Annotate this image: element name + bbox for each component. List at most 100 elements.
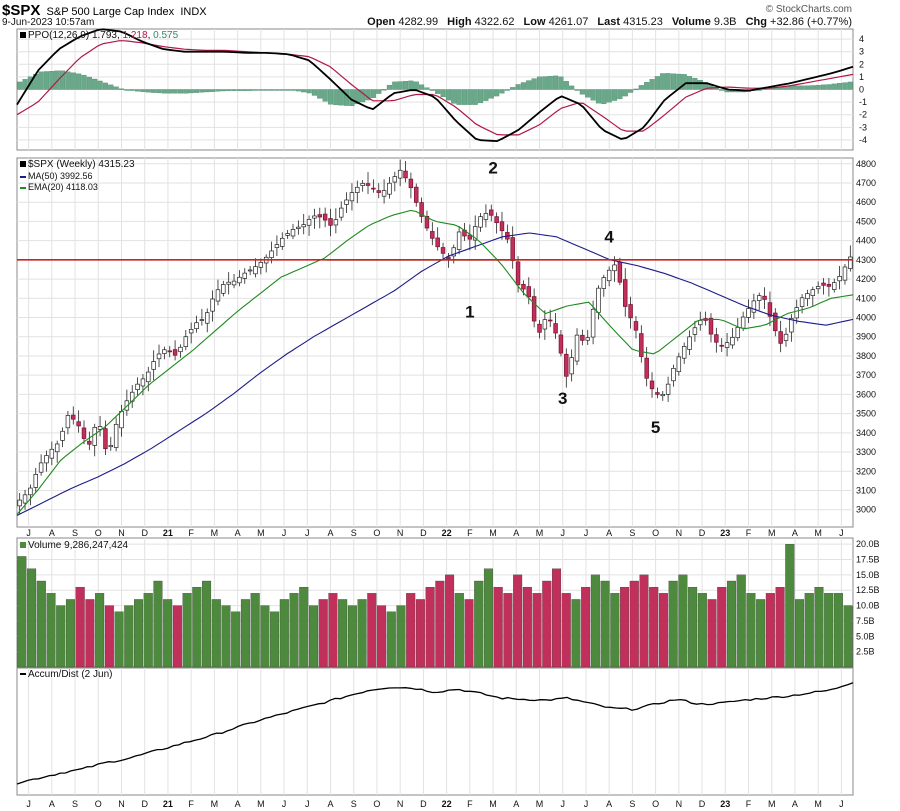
ppo-histogram-bar xyxy=(515,84,521,90)
candle-up xyxy=(135,383,140,390)
x-tick-label: J xyxy=(305,528,310,538)
x-tick-label: O xyxy=(373,528,380,538)
x-tick-label: A xyxy=(49,528,55,538)
candle-up xyxy=(392,176,398,183)
ppo-histogram-bar xyxy=(424,87,430,90)
candle-up xyxy=(569,357,574,375)
ppo-histogram-bar xyxy=(386,84,393,90)
ppo-histogram-bar xyxy=(322,89,328,102)
x-tick-label: D xyxy=(141,528,148,538)
ppo-histogram-bar xyxy=(697,80,703,90)
candle-up xyxy=(676,356,682,372)
price-tick-label: 4700 xyxy=(856,178,876,188)
x-tick-label: A xyxy=(792,799,798,809)
ppo-histogram-bar xyxy=(413,81,419,90)
ppo-histogram-bar xyxy=(252,89,259,91)
x-tick-label: A xyxy=(235,799,241,809)
candle-up xyxy=(156,353,162,360)
volume-bar xyxy=(435,580,445,668)
ppo-histogram-bar xyxy=(638,85,644,90)
candle-up xyxy=(28,487,33,496)
ema20-line xyxy=(16,209,854,515)
ppo-histogram-bar xyxy=(204,89,210,93)
candle-up xyxy=(183,336,189,347)
candle-up xyxy=(740,316,746,329)
candle-down xyxy=(714,334,719,343)
volume-bar xyxy=(202,580,212,668)
ppo-histogram-bar xyxy=(633,88,639,91)
volume-bar xyxy=(85,599,95,668)
candle-up xyxy=(472,226,478,241)
x-tick-label: A xyxy=(235,528,241,538)
candle-down xyxy=(644,357,649,379)
ppo-histogram-bar xyxy=(92,78,98,90)
ppo-histogram-bar xyxy=(124,89,130,91)
ppo-histogram-bar xyxy=(601,89,607,104)
ppo-histogram-bar xyxy=(622,89,628,97)
x-tick-label: J xyxy=(560,528,565,538)
candle-up xyxy=(606,269,612,282)
candle-up xyxy=(574,334,580,362)
candle-up xyxy=(65,415,71,429)
ppo-histogram-bar xyxy=(826,84,832,90)
x-tick-label: J xyxy=(26,528,31,538)
x-tick-label: N xyxy=(118,528,125,538)
ppo-histogram-bar xyxy=(17,81,23,90)
x-tick-label: M xyxy=(257,528,265,538)
candle-down xyxy=(494,216,499,224)
candle-down xyxy=(408,178,414,189)
volume-bar xyxy=(532,593,542,668)
candle-up xyxy=(381,190,387,197)
volume-bar xyxy=(231,611,241,668)
ppo-histogram-bar xyxy=(585,89,591,98)
ppo-histogram-bar xyxy=(236,89,242,91)
candle-down xyxy=(558,334,564,354)
candle-up xyxy=(360,183,365,186)
candle-up xyxy=(837,276,842,282)
candle-up xyxy=(210,298,215,312)
ppo-histogram-bar xyxy=(467,89,473,105)
candle-down xyxy=(767,302,773,317)
ppo-histogram-bar xyxy=(65,71,71,90)
x-tick-label: M xyxy=(814,528,822,538)
ppo-histogram-bar xyxy=(156,89,162,94)
ppo-histogram-bar xyxy=(215,89,221,92)
candle-down xyxy=(435,237,440,248)
volume-bar xyxy=(357,599,367,668)
candle-down xyxy=(328,218,333,226)
candle-down xyxy=(826,283,832,287)
volume-bar xyxy=(581,586,591,668)
ppo-histogram-bar xyxy=(456,89,462,105)
x-tick-label: N xyxy=(397,528,404,538)
volume-bar xyxy=(289,593,299,668)
ppo-histogram-bar xyxy=(440,89,446,98)
x-tick-label: M xyxy=(211,799,219,809)
volume-bar xyxy=(503,593,513,668)
volume-bar xyxy=(775,586,785,668)
ppo-histogram-bar xyxy=(381,89,387,91)
ppo-legend: PPO(12,26,9) 1.793, 1.218, 0.575 xyxy=(20,30,178,41)
ppo-tick-label: 0 xyxy=(859,85,864,95)
volume-bar xyxy=(192,586,202,668)
volume-bar xyxy=(658,593,668,668)
candle-down xyxy=(371,187,376,190)
volume-bar xyxy=(474,580,484,668)
ppo-histogram-bar xyxy=(429,89,435,91)
x-tick-label: O xyxy=(373,799,380,809)
candle-down xyxy=(322,213,328,221)
x-tick-label: J xyxy=(839,799,844,809)
open-value: 4282.99 xyxy=(398,16,439,28)
price-tick-label: 3800 xyxy=(856,351,876,361)
candle-up xyxy=(301,224,306,228)
ppo-histogram-bar xyxy=(499,89,505,94)
ppo-histogram-bar xyxy=(810,85,816,90)
ohlc-readout: Open 4282.99 High 4322.62 Low 4261.07 La… xyxy=(367,16,852,28)
symbol-name: S&P 500 Large Cap Index xyxy=(46,6,175,18)
volume-bar xyxy=(513,574,523,668)
ppo-histogram-bar xyxy=(370,89,376,98)
volume-bar xyxy=(483,568,493,668)
candle-down xyxy=(317,214,323,218)
candle-up xyxy=(280,237,285,247)
candle-up xyxy=(199,319,205,321)
ppo-histogram-bar xyxy=(547,76,553,90)
